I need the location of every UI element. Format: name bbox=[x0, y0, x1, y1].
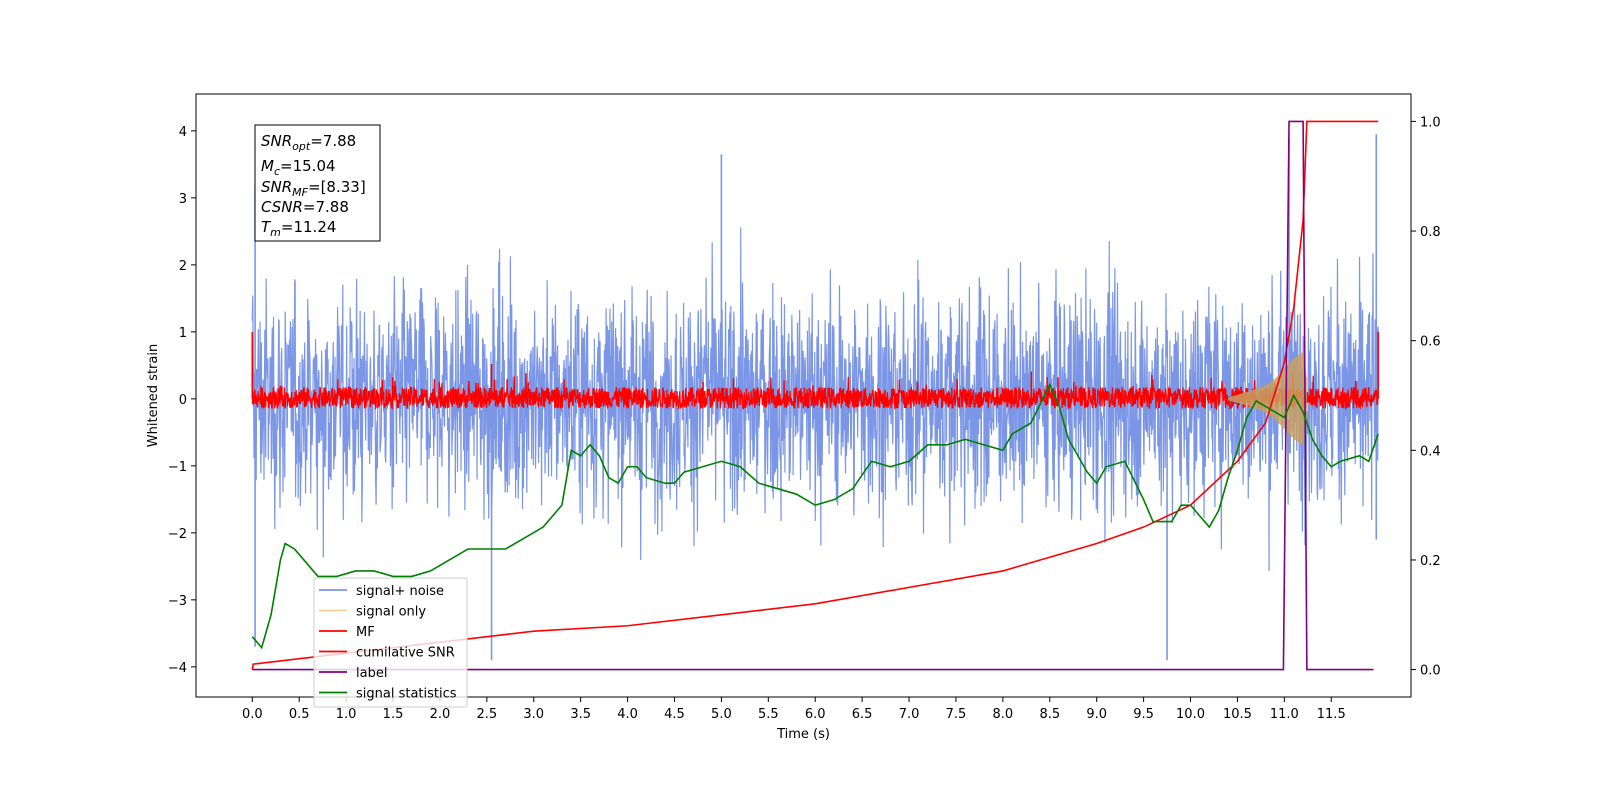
legend-item: signal only bbox=[319, 605, 426, 620]
y-tick-label: −2 bbox=[168, 527, 187, 542]
x-tick-label: 10.0 bbox=[1176, 707, 1205, 722]
y-tick-label: 3 bbox=[179, 192, 187, 207]
x-tick-label: 11.5 bbox=[1317, 707, 1346, 722]
x-tick-label: 7.0 bbox=[899, 707, 920, 722]
annotation-tm: Tm=11.24 bbox=[261, 218, 336, 239]
series-4 bbox=[252, 120, 1374, 671]
legend-item: signal+ noise bbox=[319, 584, 444, 599]
legend-item: MF bbox=[319, 625, 375, 640]
x-tick-label: 9.5 bbox=[1133, 707, 1154, 722]
x-tick-label: 5.5 bbox=[758, 707, 779, 722]
x-tick-label: 2.0 bbox=[430, 707, 451, 722]
y2-tick-label: 0.8 bbox=[1420, 225, 1441, 240]
x-tick-label: 5.0 bbox=[711, 707, 732, 722]
x-tick-label: 1.5 bbox=[383, 707, 404, 722]
x-tick-label: 8.0 bbox=[993, 707, 1014, 722]
x-tick-label: 4.5 bbox=[664, 707, 685, 722]
mf-trace bbox=[251, 371, 1379, 411]
x-tick-label: 3.5 bbox=[570, 707, 591, 722]
legend-label: signal+ noise bbox=[356, 584, 444, 599]
x-axis-label: Time (s) bbox=[776, 727, 830, 742]
y-tick-label: 0 bbox=[179, 393, 187, 408]
x-tick-label: 0.0 bbox=[242, 707, 263, 722]
series-layer bbox=[251, 120, 1379, 671]
x-tick-label: 11.0 bbox=[1270, 707, 1299, 722]
legend-frame bbox=[313, 577, 468, 708]
x-tick-label: 2.5 bbox=[477, 707, 498, 722]
noise-trace bbox=[251, 227, 1379, 572]
line-trace bbox=[251, 120, 1379, 670]
y-tick-label: 2 bbox=[179, 259, 187, 274]
y2-tick-label: 1.0 bbox=[1420, 115, 1441, 130]
y2-tick-label: 0.6 bbox=[1420, 335, 1441, 350]
line-trace bbox=[252, 120, 1374, 671]
y-axis-left: 4 3 2 1 0 −1 −2 −3 −4 bbox=[168, 125, 196, 676]
annotation-mc: Mc=15.04 bbox=[261, 157, 336, 178]
y-axis-right: 1.0 0.8 0.6 0.4 0.2 0.0 bbox=[1411, 115, 1441, 679]
x-tick-label: 0.5 bbox=[289, 707, 310, 722]
line-trace bbox=[251, 382, 1379, 650]
plot-frame bbox=[195, 93, 1412, 698]
x-tick-label: 7.5 bbox=[946, 707, 967, 722]
x-tick-label: 8.5 bbox=[1039, 707, 1060, 722]
annotation-box: SNRopt=7.88 Mc=15.04 SNRMF=[8.33] CSNR=7… bbox=[254, 124, 381, 242]
series-5 bbox=[251, 382, 1379, 650]
series-3 bbox=[251, 120, 1379, 670]
y2-tick-label: 0.4 bbox=[1420, 444, 1441, 459]
legend-label: signal statistics bbox=[356, 687, 457, 702]
x-axis: 0.0 0.5 1.0 1.5 2.0 2.5 3.0 3.5 4.0 4.5 5.0 5.5 6.0 6… bbox=[242, 697, 1346, 722]
x-tick-label: 4.0 bbox=[617, 707, 638, 722]
legend-item: signal statistics bbox=[319, 687, 457, 702]
legend-label: cumilative SNR bbox=[356, 646, 455, 661]
legend-label: label bbox=[356, 666, 387, 681]
legend-item: label bbox=[319, 666, 387, 681]
annotation-snr-mf: SNRMF=[8.33] bbox=[261, 178, 366, 199]
annotation-snr-opt: SNRopt=7.88 bbox=[261, 132, 356, 153]
x-tick-label: 6.0 bbox=[805, 707, 826, 722]
legend-label: MF bbox=[356, 625, 375, 640]
x-tick-label: 9.0 bbox=[1086, 707, 1107, 722]
y2-tick-label: 0.0 bbox=[1420, 664, 1441, 679]
y-axis-label: Whitened strain bbox=[146, 344, 161, 447]
series-2 bbox=[251, 331, 1379, 411]
x-tick-label: 10.5 bbox=[1223, 707, 1252, 722]
y2-tick-label: 0.2 bbox=[1420, 554, 1441, 569]
x-tick-label: 3.0 bbox=[523, 707, 544, 722]
y-tick-label: 1 bbox=[179, 326, 187, 341]
legend: signal+ noise signal only MF cumilative SNR… bbox=[313, 577, 468, 708]
y-tick-label: −3 bbox=[168, 594, 187, 609]
x-tick-label: 1.0 bbox=[336, 707, 357, 722]
y-tick-label: −1 bbox=[168, 460, 187, 475]
annotation-csnr: CSNR=7.88 bbox=[261, 198, 349, 216]
y-tick-label: 4 bbox=[179, 125, 187, 140]
y-tick-label: −4 bbox=[168, 661, 187, 676]
x-tick-label: 6.5 bbox=[852, 707, 873, 722]
legend-item: cumilative SNR bbox=[319, 646, 455, 661]
legend-label: signal only bbox=[356, 605, 426, 620]
series-0 bbox=[251, 134, 1379, 661]
